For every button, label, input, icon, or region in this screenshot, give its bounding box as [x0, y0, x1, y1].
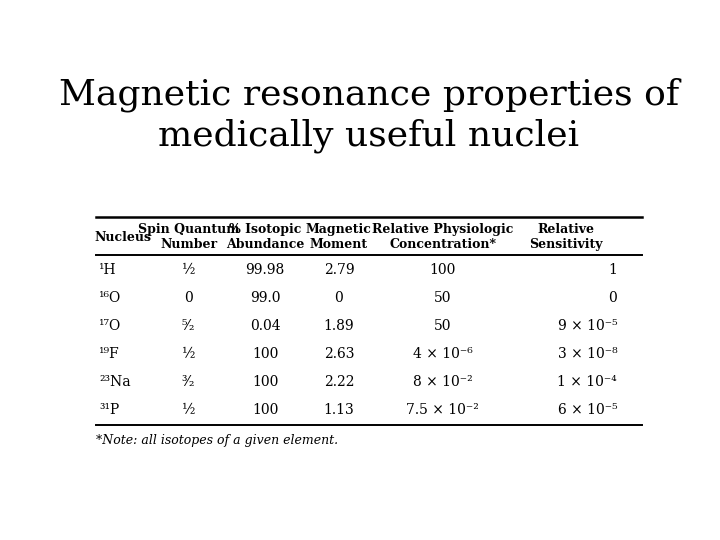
Text: 8 × 10⁻²: 8 × 10⁻² [413, 375, 473, 389]
Text: 0: 0 [335, 291, 343, 305]
Text: 3 × 10⁻⁸: 3 × 10⁻⁸ [557, 347, 617, 361]
Text: ¹⁷O: ¹⁷O [99, 319, 121, 333]
Text: 2.22: 2.22 [324, 375, 354, 389]
Text: ½: ½ [181, 264, 195, 278]
Text: 2.79: 2.79 [323, 264, 354, 278]
Text: 2.63: 2.63 [324, 347, 354, 361]
Text: 9 × 10⁻⁵: 9 × 10⁻⁵ [557, 319, 617, 333]
Text: 100: 100 [252, 403, 279, 417]
Text: Magnetic resonance properties of
medically useful nuclei: Magnetic resonance properties of medical… [59, 77, 679, 153]
Text: 99.0: 99.0 [250, 291, 280, 305]
Text: Relative
Sensitivity: Relative Sensitivity [529, 224, 603, 251]
Text: 1.13: 1.13 [323, 403, 354, 417]
Text: ½: ½ [181, 347, 195, 361]
Text: 1: 1 [608, 264, 617, 278]
Text: ½: ½ [181, 403, 195, 417]
Text: 50: 50 [434, 319, 451, 333]
Text: Spin Quantum
Number: Spin Quantum Number [138, 224, 239, 251]
Text: 100: 100 [430, 264, 456, 278]
Text: 1.89: 1.89 [323, 319, 354, 333]
Text: ²³Na: ²³Na [99, 375, 130, 389]
Text: ³¹P: ³¹P [99, 403, 120, 417]
Text: ⁵⁄₂: ⁵⁄₂ [181, 319, 195, 333]
Text: ¹⁶O: ¹⁶O [99, 291, 121, 305]
Text: Relative Physiologic
Concentration*: Relative Physiologic Concentration* [372, 224, 513, 251]
Text: ¹⁹F: ¹⁹F [99, 347, 120, 361]
Text: 50: 50 [434, 291, 451, 305]
Text: 0: 0 [608, 291, 617, 305]
Text: 4 × 10⁻⁶: 4 × 10⁻⁶ [413, 347, 473, 361]
Text: ¹H: ¹H [99, 264, 117, 278]
Text: 1 × 10⁻⁴: 1 × 10⁻⁴ [557, 375, 617, 389]
Text: 100: 100 [252, 375, 279, 389]
Text: 6 × 10⁻⁵: 6 × 10⁻⁵ [557, 403, 617, 417]
Text: 7.5 × 10⁻²: 7.5 × 10⁻² [406, 403, 480, 417]
Text: 0.04: 0.04 [250, 319, 280, 333]
Text: Nucleus: Nucleus [94, 231, 151, 244]
Text: 0: 0 [184, 291, 193, 305]
Text: 99.98: 99.98 [246, 264, 284, 278]
Text: *Note: all isotopes of a given element.: *Note: all isotopes of a given element. [96, 434, 338, 447]
Text: 100: 100 [252, 347, 279, 361]
Text: Magnetic
Moment: Magnetic Moment [306, 224, 372, 251]
Text: % Isotopic
Abundance: % Isotopic Abundance [226, 224, 305, 251]
Text: ³⁄₂: ³⁄₂ [181, 375, 195, 389]
